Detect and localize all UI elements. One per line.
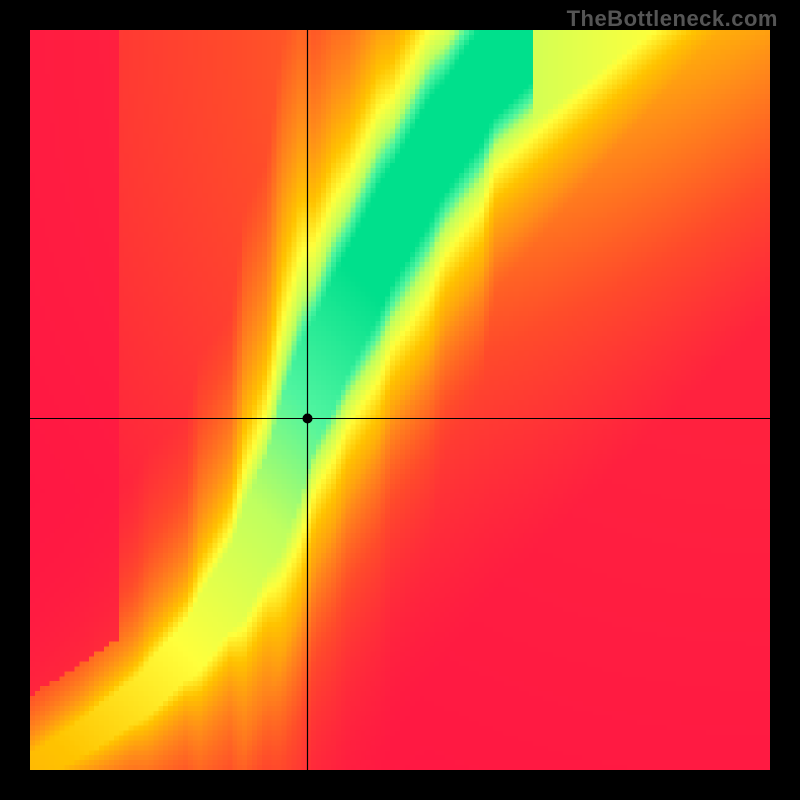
chart-container: TheBottleneck.com: [0, 0, 800, 800]
overlay-canvas: [30, 30, 770, 770]
watermark-text: TheBottleneck.com: [567, 6, 778, 32]
